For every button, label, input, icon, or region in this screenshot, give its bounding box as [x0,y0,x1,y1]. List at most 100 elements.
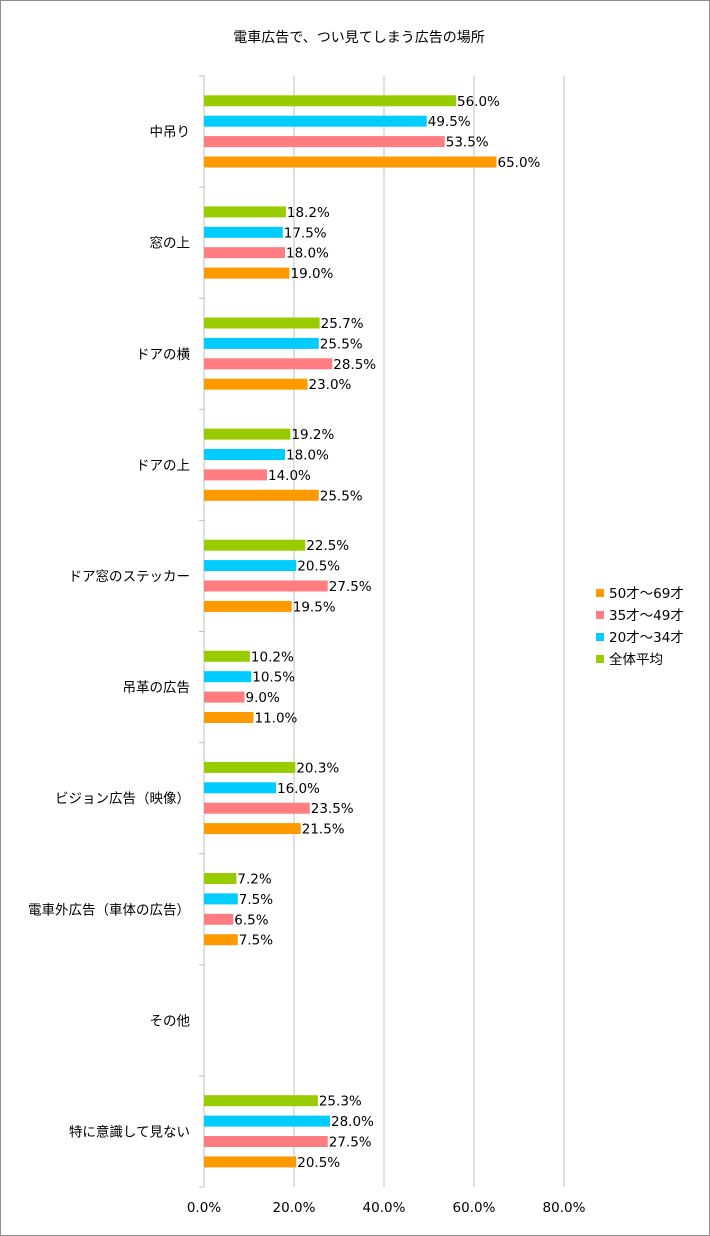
data-label: 27.5% [329,579,372,595]
x-tick-label: 0.0% [187,1200,221,1216]
legend-label: 全体平均 [609,651,663,668]
x-tick-label: 20.0% [273,1200,316,1216]
bar [204,449,285,460]
bar [204,337,319,349]
bar [204,1095,318,1107]
data-label: 19.2% [291,427,334,443]
data-label: 20.3% [296,760,339,776]
data-label: 7.5% [239,892,273,908]
bar [204,378,308,390]
bar [204,650,250,662]
data-labels: 56.0% 49.5% 53.5% 65.0% 18.2% 17.5% 18.0% 19.0%… [234,94,540,1171]
bar [204,691,245,703]
legend-swatch [596,611,604,619]
data-label: 10.2% [251,649,294,665]
data-label: 14.0% [268,468,311,484]
data-label: 18.0% [286,246,329,262]
bar [204,136,445,148]
legend-swatch [596,633,604,641]
bar [204,802,310,814]
category-label: ドアの上 [136,458,190,474]
bar [204,95,456,107]
bar [204,761,296,773]
category-label: ビジョン広告（映像） [55,791,190,807]
bar [204,600,292,612]
axis [199,75,205,1188]
data-label: 49.5% [428,114,471,130]
category-label: ドア窓のステッカー [69,568,191,585]
data-label: 19.5% [293,599,336,615]
bar [204,115,427,127]
data-label: 56.0% [457,94,500,110]
data-label: 7.2% [237,872,271,888]
bar [204,156,497,168]
legend-label: 35才～49才 [609,608,684,624]
data-label: 6.5% [234,912,268,928]
data-label: 27.5% [329,1135,372,1151]
bar [204,358,333,370]
bar [204,893,238,905]
bar [204,247,285,259]
data-label: 28.5% [333,357,376,373]
bar [204,913,234,925]
data-label: 23.0% [309,377,352,393]
data-label: 25.5% [320,336,363,352]
bar [204,489,319,501]
bar [204,712,254,723]
bar [204,580,328,592]
data-label: 11.0% [255,711,298,727]
data-label: 28.0% [331,1114,374,1130]
data-label: 7.5% [239,933,273,949]
category-label: 電車外広告（車体の広告） [28,902,190,918]
data-label: 25.7% [321,316,364,332]
data-label: 18.2% [287,205,330,221]
bar [204,873,237,884]
x-tick-label: 40.0% [363,1200,406,1216]
data-label: 25.3% [319,1094,362,1110]
category-label: 吊革の広告 [123,680,191,696]
data-label: 65.0% [498,155,541,171]
x-tick-label: 80.0% [543,1200,586,1216]
data-label: 25.5% [320,488,363,504]
category-label: その他 [150,1013,191,1029]
bar [204,469,267,481]
bar [204,267,290,279]
bar [204,1136,328,1147]
data-label: 21.5% [302,822,345,838]
bar [204,226,283,238]
bars [204,95,497,1168]
legend-swatch [596,655,604,663]
x-tick-label: 60.0% [453,1200,496,1216]
legend-label: 20才～34才 [609,630,684,646]
data-label: 20.5% [297,1155,340,1171]
bar [204,1115,330,1127]
category-label: ドアの横 [136,347,190,363]
chart-title: 電車広告で、つい見てしまう広告の場所 [233,29,484,46]
bar [204,782,276,794]
legend-swatch [596,589,604,597]
data-label: 22.5% [306,538,349,554]
bar [204,206,286,218]
data-label: 19.0% [291,266,334,282]
data-label: 16.0% [277,781,320,797]
category-label: 中吊り [150,125,191,141]
legend-label: 50才～69才 [609,586,684,602]
data-label: 9.0% [246,690,280,706]
data-label: 18.0% [286,448,329,464]
bar [204,539,306,551]
bar [204,1156,297,1168]
grid-lines [293,76,565,1187]
data-label: 53.5% [446,135,489,151]
bar [204,823,301,835]
bar [204,934,238,946]
category-label: 窓の上 [150,235,191,252]
bar [204,428,291,440]
tick-labels: 0.0% 20.0% 40.0% 60.0% 80.0% [187,1200,586,1216]
data-label: 17.5% [284,225,327,241]
data-label: 23.5% [311,801,354,817]
data-label: 10.5% [252,670,295,686]
